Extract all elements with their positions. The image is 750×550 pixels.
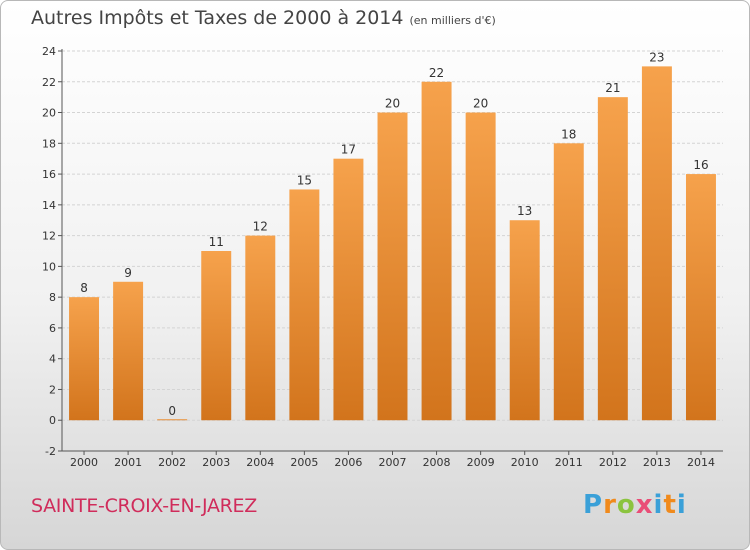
y-tick-label: 20 [42, 107, 56, 120]
bar [113, 281, 144, 421]
chart-title-text: Autres Impôts et Taxes de 2000 à 2014 [31, 7, 404, 29]
data-label: 15 [297, 173, 312, 187]
data-label: 8 [80, 281, 88, 295]
y-tick-label: 4 [49, 353, 56, 366]
x-tick-label: 2004 [246, 456, 274, 469]
bar [289, 189, 320, 421]
x-tick-label: 2013 [643, 456, 671, 469]
logo-letter: r [603, 490, 617, 520]
y-tick-label: 22 [42, 76, 56, 89]
y-tick-label: 0 [49, 414, 56, 427]
x-tick-label: 2009 [467, 456, 495, 469]
x-tick-label: 2010 [511, 456, 539, 469]
logo-letter: x [635, 490, 654, 520]
data-label: 0 [168, 404, 176, 418]
bar [377, 112, 408, 421]
x-tick-label: 2007 [379, 456, 407, 469]
x-tick-labels: 2000 2001 2002 2003 2004 2005 2006 2007 2008 2009… [70, 456, 715, 469]
data-labels: 8 9 0 11 12 15 17 20 22 20 13 18 21 23 16 [80, 50, 708, 418]
logo-letter: i [653, 490, 664, 520]
bar [641, 66, 672, 421]
x-tick-label: 2006 [334, 456, 362, 469]
bar [421, 81, 452, 421]
proxiti-logo[interactable]: Proxiti [583, 490, 687, 520]
y-tick-label: 10 [42, 260, 56, 273]
y-tick-label: 18 [42, 137, 56, 150]
data-label: 18 [561, 127, 576, 141]
data-label: 13 [517, 204, 532, 218]
bar [201, 251, 232, 421]
y-tick-label: 8 [49, 291, 56, 304]
y-tick-label: 12 [42, 230, 56, 243]
data-label: 9 [124, 266, 132, 280]
data-label: 21 [605, 81, 620, 95]
bar [157, 419, 188, 421]
data-label: 22 [429, 66, 444, 80]
chart-title: Autres Impôts et Taxes de 2000 à 2014 (en… [31, 7, 496, 29]
bar [509, 220, 540, 421]
x-tick-label: 2002 [158, 456, 186, 469]
data-label: 20 [473, 97, 488, 111]
y-tick-label: 16 [42, 168, 56, 181]
data-label: 17 [341, 143, 356, 157]
data-label: 16 [693, 158, 708, 172]
x-tick-label: 2014 [687, 456, 715, 469]
data-label: 11 [209, 235, 224, 249]
data-label: 23 [649, 50, 664, 64]
logo-letter: P [583, 490, 604, 520]
data-label: 12 [253, 220, 268, 234]
logo-letter: i [676, 490, 687, 520]
bar [333, 158, 364, 421]
bar [465, 112, 496, 421]
bar [69, 297, 100, 421]
commune-name: SAINTE-CROIX-EN-JAREZ [31, 495, 257, 517]
bar [553, 143, 584, 421]
bar [245, 235, 276, 421]
y-tick-label: 6 [49, 322, 56, 335]
x-tick-label: 2000 [70, 456, 98, 469]
x-tick-label: 2012 [599, 456, 627, 469]
x-tick-label: 2008 [423, 456, 451, 469]
logo-letter: t [663, 490, 677, 520]
bars [69, 66, 716, 421]
y-tick-label: 2 [49, 383, 56, 396]
x-tick-label: 2001 [114, 456, 142, 469]
y-tick-label: 24 [42, 45, 56, 58]
y-tick-label: 14 [42, 199, 56, 212]
axes [58, 49, 723, 455]
x-tick-label: 2003 [202, 456, 230, 469]
y-tick-label: -2 [45, 445, 56, 458]
bar [685, 174, 716, 421]
chart-unit: (en milliers d'€) [409, 14, 496, 27]
x-tick-label: 2011 [555, 456, 583, 469]
x-tick-label: 2005 [290, 456, 318, 469]
data-label: 20 [385, 97, 400, 111]
logo-letter: o [616, 490, 636, 520]
bar [597, 97, 628, 421]
